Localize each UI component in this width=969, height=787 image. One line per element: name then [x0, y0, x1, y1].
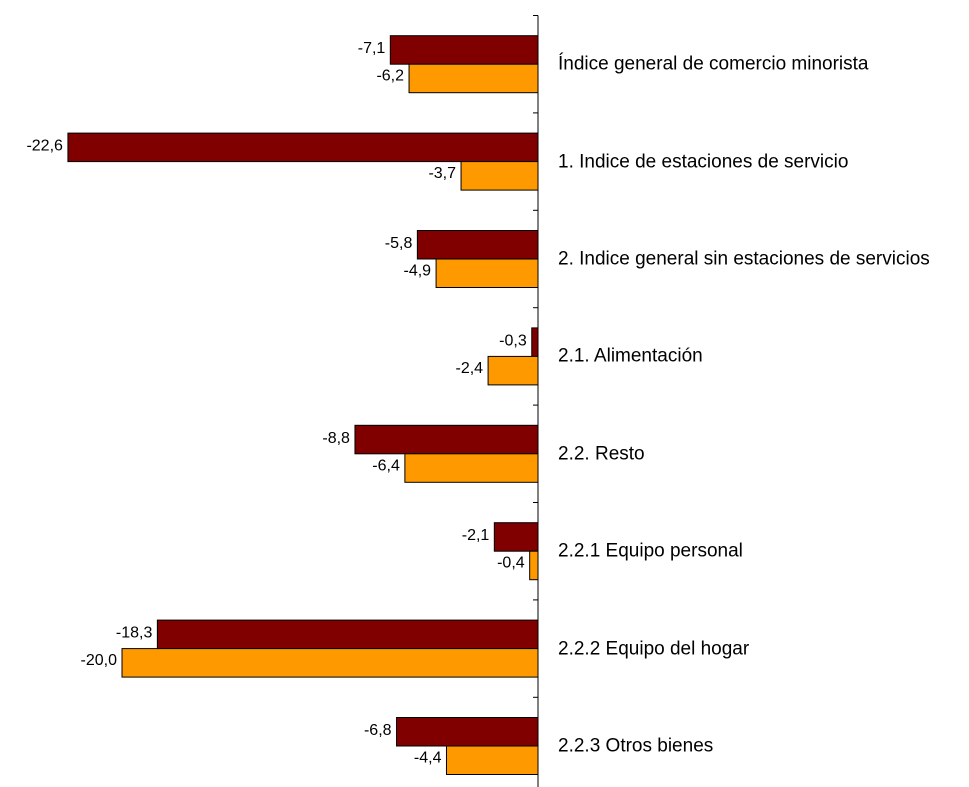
- bar: [487, 355, 539, 386]
- bar: [396, 717, 539, 747]
- bar: [529, 550, 539, 581]
- category-label: 1. Indice de estaciones de servicio: [558, 151, 849, 173]
- category-label: 2.2. Resto: [558, 443, 645, 465]
- bar: [67, 132, 539, 163]
- value-label: -6,2: [376, 68, 404, 85]
- category-label: 2.2.2 Equipo del hogar: [558, 638, 750, 660]
- bar: [445, 745, 539, 775]
- bar: [354, 424, 539, 455]
- bar: [121, 648, 539, 678]
- bar: [404, 453, 539, 483]
- value-label: -22,6: [26, 138, 63, 155]
- value-label: -0,3: [499, 332, 527, 349]
- category-label: 2.1. Alimentación: [558, 345, 703, 367]
- value-label: -2,1: [462, 527, 490, 544]
- value-label: -8,8: [322, 430, 350, 447]
- value-label: -18,3: [116, 625, 153, 642]
- value-label: -4,9: [404, 262, 432, 279]
- value-label: -4,4: [414, 749, 442, 766]
- value-label: -0,4: [497, 555, 525, 572]
- value-label: -2,4: [456, 360, 484, 377]
- category-label: 2.2.3 Otros bienes: [558, 735, 714, 757]
- bar: [156, 619, 539, 650]
- value-label: -20,0: [81, 652, 118, 669]
- bar: [493, 522, 539, 552]
- category-label: Índice general de comercio minorista: [558, 53, 869, 75]
- category-label: 2. Indice general sin estaciones de serv…: [558, 248, 930, 270]
- bar: [460, 161, 539, 191]
- value-label: -6,8: [364, 722, 392, 739]
- category-label: 2.2.1 Equipo personal: [558, 540, 743, 562]
- bar: [389, 35, 539, 65]
- value-label: -3,7: [428, 165, 456, 182]
- bar: [435, 258, 539, 288]
- bar: [408, 63, 539, 94]
- value-label: -7,1: [358, 40, 386, 57]
- value-label: -6,4: [372, 457, 400, 474]
- value-label: -5,8: [385, 235, 413, 252]
- bar: [531, 327, 539, 357]
- bar: [416, 230, 539, 260]
